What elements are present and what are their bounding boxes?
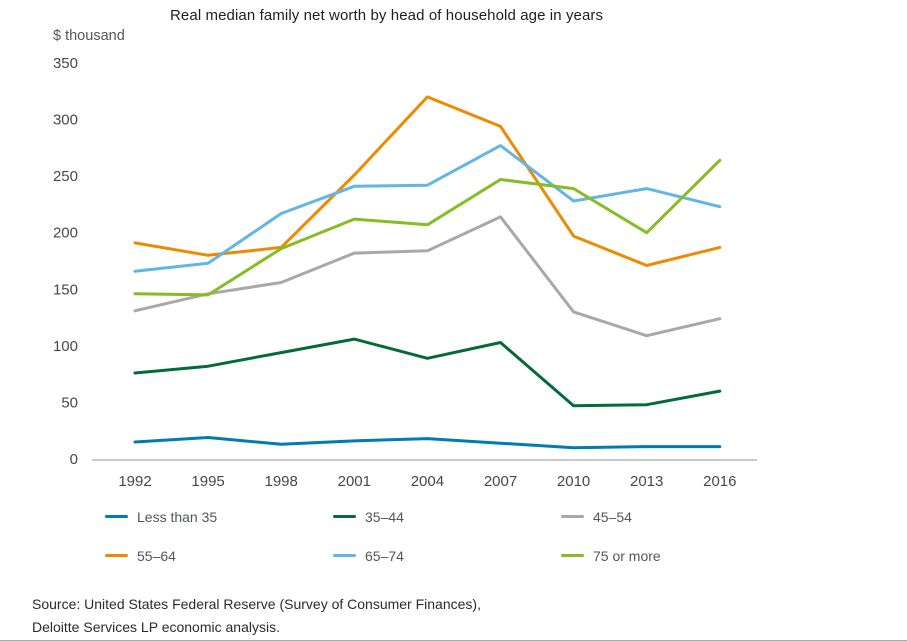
legend-label: 35–44 bbox=[365, 508, 404, 525]
legend-marker bbox=[105, 515, 128, 518]
legend-item: 35–44 bbox=[333, 508, 561, 525]
legend-label: 45–54 bbox=[593, 508, 632, 525]
legend-label: Less than 35 bbox=[137, 508, 218, 525]
series-line bbox=[133, 144, 722, 273]
series-line bbox=[133, 95, 722, 267]
series-line bbox=[133, 436, 722, 450]
legend-item: Less than 35 bbox=[105, 508, 333, 525]
x-tick-label: 2016 bbox=[703, 473, 736, 490]
legend-marker bbox=[333, 554, 356, 557]
x-tick-label: 1995 bbox=[191, 473, 224, 490]
x-tick-label: 2001 bbox=[338, 473, 371, 490]
legend-label: 55–64 bbox=[137, 547, 176, 564]
legend-item: 45–54 bbox=[561, 508, 661, 525]
legend-label: 65–74 bbox=[365, 547, 404, 564]
legend-item: 55–64 bbox=[105, 547, 333, 564]
legend-marker bbox=[105, 554, 128, 557]
chart-title: Real median family net worth by head of … bbox=[170, 7, 604, 24]
x-tick-label: 2010 bbox=[557, 473, 590, 490]
y-tick-label: 250 bbox=[53, 168, 78, 185]
x-tick-label: 2004 bbox=[411, 473, 444, 490]
y-tick-label: 150 bbox=[53, 281, 78, 298]
legend-label: 75 or more bbox=[593, 547, 661, 564]
series-line bbox=[133, 215, 722, 338]
source-line-2: Deloitte Services LP economic analysis. bbox=[32, 619, 280, 635]
x-tick-label: 2007 bbox=[484, 473, 517, 490]
y-tick-label: 50 bbox=[61, 394, 78, 411]
x-tick-label: 1998 bbox=[265, 473, 298, 490]
y-axis-unit-label: $ thousand bbox=[53, 28, 125, 44]
legend: Less than 35 35–44 45–54 55–64 65–74 75 or mo… bbox=[105, 508, 661, 564]
legend-item: 75 or more bbox=[561, 547, 661, 564]
legend-marker bbox=[333, 515, 356, 518]
legend-item: 65–74 bbox=[333, 547, 561, 564]
series-line bbox=[133, 337, 722, 408]
source-line-1: Source: United States Federal Reserve (S… bbox=[32, 596, 481, 612]
x-tick-label: 1992 bbox=[118, 473, 151, 490]
y-tick-label: 300 bbox=[53, 112, 78, 129]
legend-marker bbox=[561, 515, 584, 518]
source-text: Source: United States Federal Reserve (S… bbox=[32, 593, 481, 639]
x-tick-label: 2013 bbox=[630, 473, 663, 490]
y-tick-label: 350 bbox=[53, 55, 78, 72]
series-line bbox=[133, 158, 722, 297]
y-tick-label: 200 bbox=[53, 225, 78, 242]
legend-marker bbox=[561, 554, 584, 557]
y-tick-label: 0 bbox=[70, 451, 78, 468]
y-tick-label: 100 bbox=[53, 338, 78, 355]
